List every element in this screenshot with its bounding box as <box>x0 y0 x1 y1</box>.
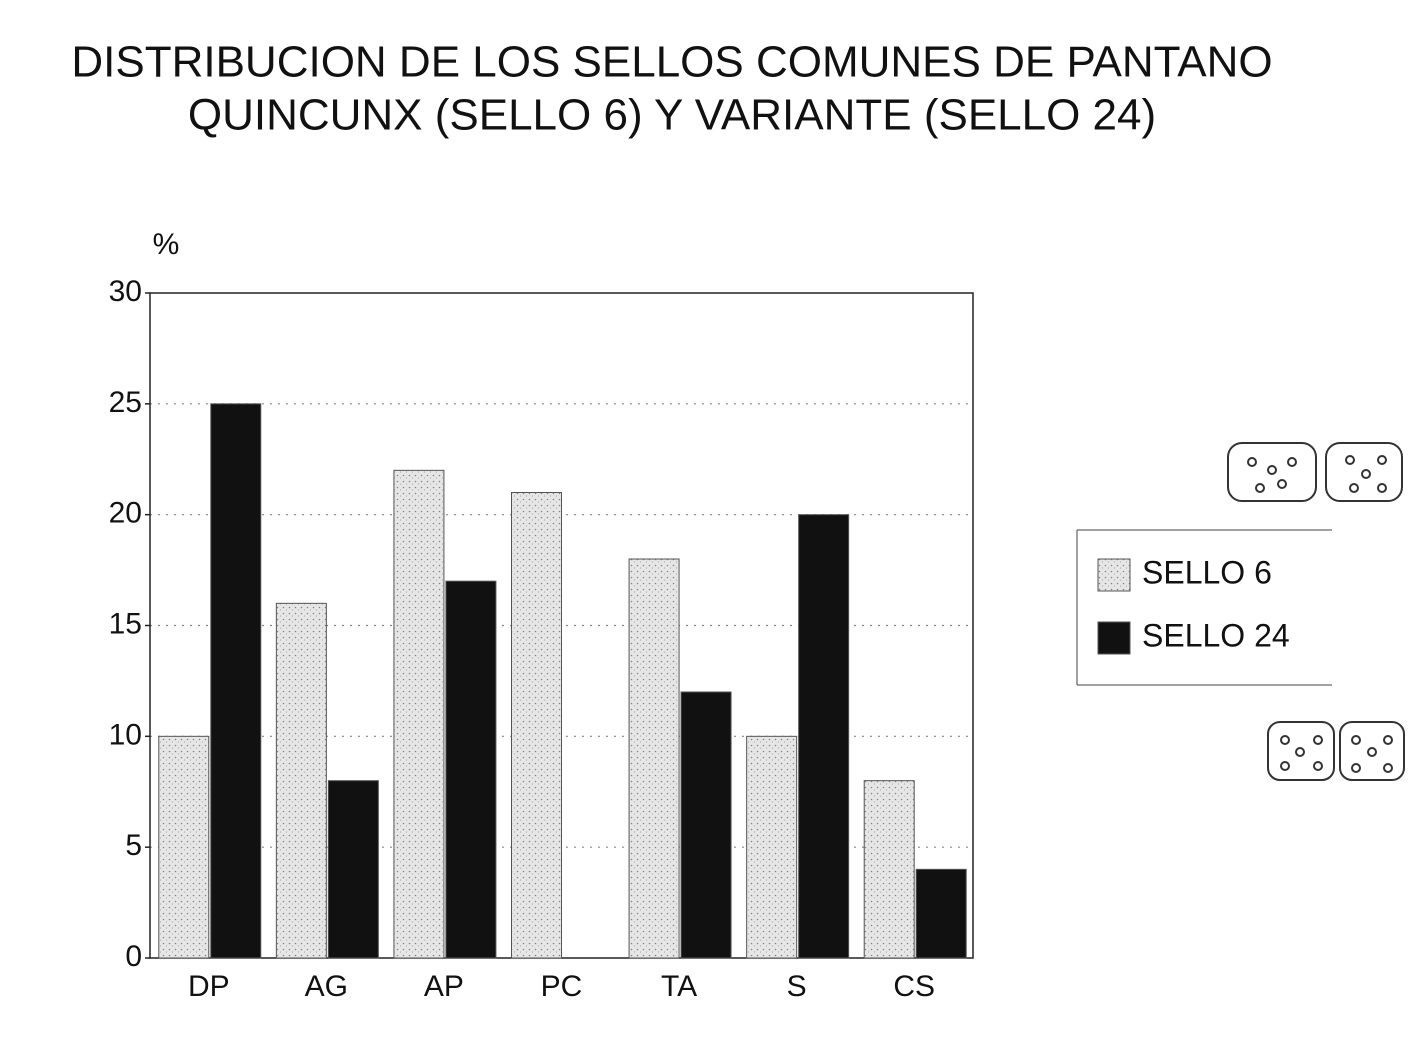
x-tick-label: PC <box>541 970 583 1003</box>
legend-swatch <box>1097 558 1131 592</box>
bar <box>275 602 327 959</box>
bar <box>863 780 915 959</box>
bar <box>798 514 850 959</box>
x-tick-label: AP <box>424 970 464 1003</box>
bar <box>327 780 379 959</box>
y-tick-label: 30 <box>109 275 142 308</box>
legend-label: SELLO 24 <box>1142 617 1290 653</box>
chart-title: QUINCUNX (SELLO 6) Y VARIANTE (SELLO 24) <box>188 91 1156 140</box>
bar <box>511 492 562 959</box>
bar <box>445 580 497 959</box>
y-tick-label: 25 <box>109 386 142 419</box>
chart-title: DISTRIBUCION DE LOS SELLOS COMUNES DE PA… <box>71 38 1272 87</box>
y-tick-label: 15 <box>109 607 142 640</box>
y-tick-label: 0 <box>125 940 142 973</box>
bar <box>158 735 210 959</box>
x-tick-label: DP <box>188 970 230 1003</box>
x-tick-label: TA <box>661 970 697 1003</box>
bar <box>210 403 262 959</box>
y-axis-label: % <box>153 228 180 261</box>
y-tick-label: 5 <box>125 829 142 862</box>
bar <box>628 558 680 959</box>
bar <box>393 469 445 959</box>
bar <box>680 691 732 959</box>
legend-swatch <box>1097 621 1131 655</box>
x-tick-label: AG <box>305 970 348 1003</box>
legend-label: SELLO 6 <box>1142 554 1272 590</box>
x-tick-label: S <box>787 970 807 1003</box>
bar <box>746 735 798 959</box>
x-tick-label: CS <box>893 970 935 1003</box>
y-tick-label: 20 <box>109 497 142 530</box>
bar <box>915 868 967 959</box>
y-tick-label: 10 <box>109 718 142 751</box>
stamp-icon <box>1227 442 1405 781</box>
